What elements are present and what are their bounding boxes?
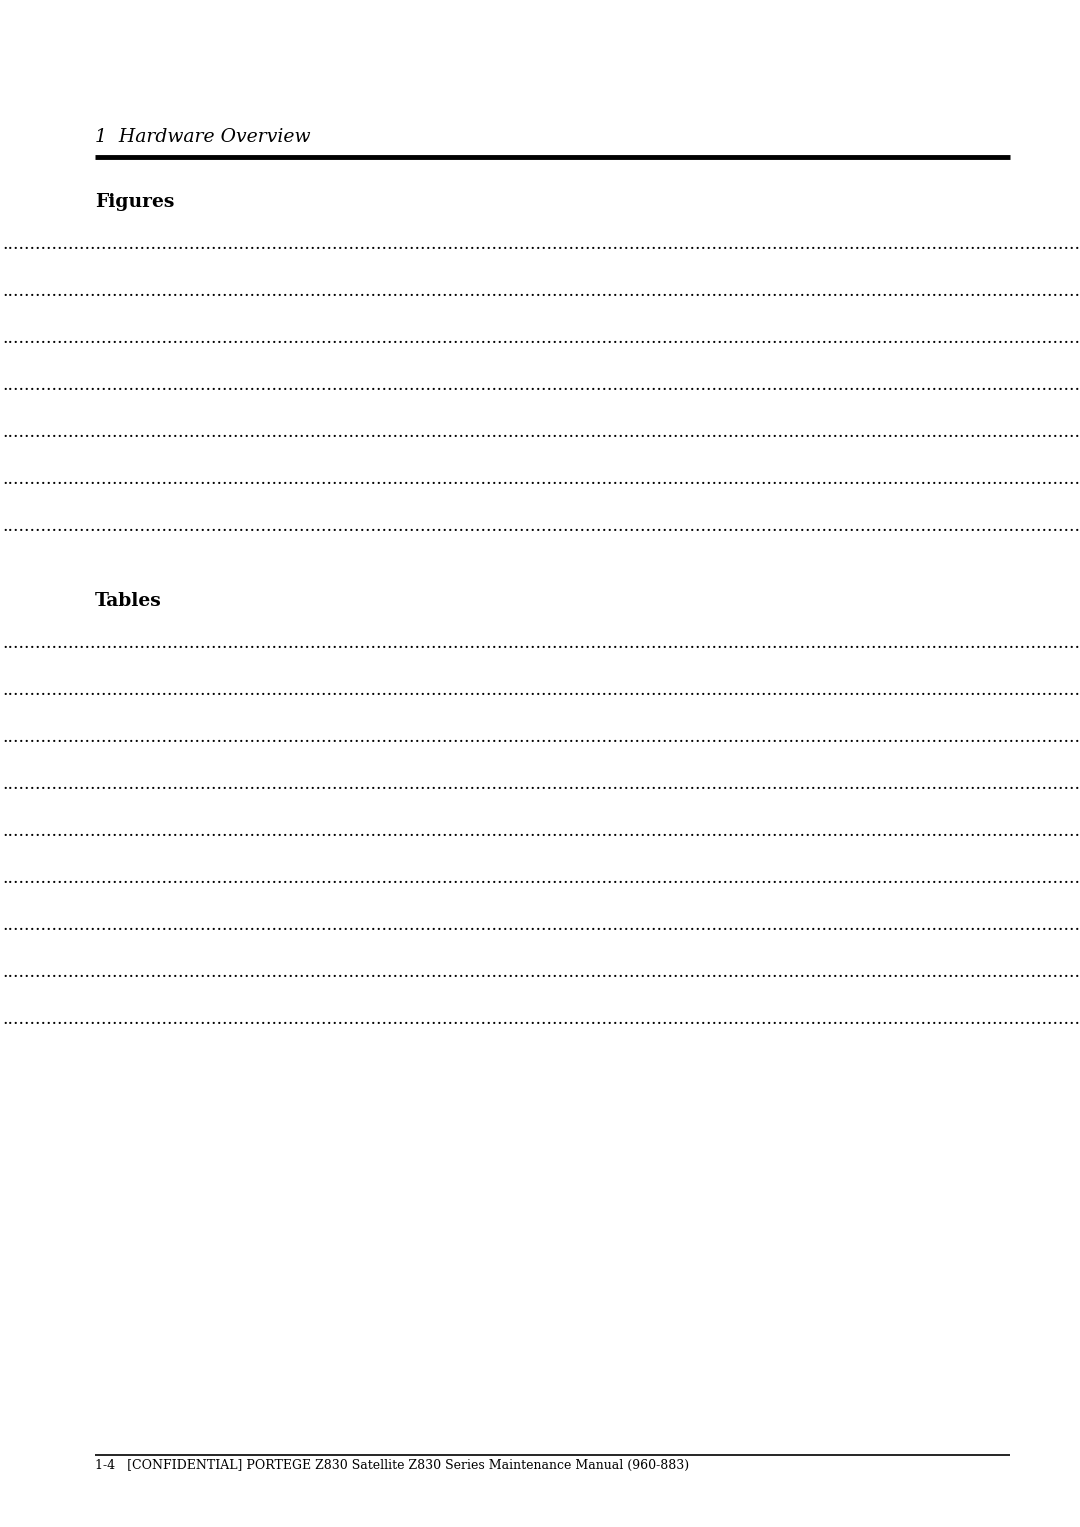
Text: Figure 1-2  System unit configurations: Figure 1-2 System unit configurations	[95, 282, 436, 299]
Text: Table 1-9  AC adapter specifications: Table 1-9 AC adapter specifications	[95, 1011, 414, 1028]
Text: 16: 16	[988, 635, 1010, 652]
Text: 24: 24	[988, 918, 1010, 935]
Text: 25: 25	[988, 1011, 1010, 1028]
Text: 24: 24	[988, 964, 1010, 980]
Text: Table 1-8  RTC battery charging/data preservation time: Table 1-8 RTC battery charging/data pres…	[95, 964, 590, 980]
Text: Table 1-5  Battery specifications: Table 1-5 Battery specifications	[95, 823, 384, 840]
Text: 10: 10	[988, 282, 1010, 299]
Text: Figures: Figures	[95, 192, 174, 211]
Text: 22: 22	[988, 823, 1010, 840]
Text: ................................................................................: ........................................…	[2, 237, 1080, 253]
Text: 18: 18	[988, 470, 1010, 489]
Text: Figure 1-4  3.5-inch FDD (USB External): Figure 1-4 3.5-inch FDD (USB External)	[95, 377, 454, 394]
Text: 9: 9	[999, 237, 1010, 253]
Text: ................................................................................: ........................................…	[2, 823, 1080, 840]
Text: Figure 1- 5  mSATA SSD: Figure 1- 5 mSATA SSD	[95, 425, 315, 441]
Text: Figure 1-1  Front of the computer: Figure 1-1 Front of the computer	[95, 237, 393, 253]
Text: Table 1-1  3.5-inch FDD specifications: Table 1-1 3.5-inch FDD specifications	[95, 635, 430, 652]
Text: Table 1-7  Data preservation time: Table 1-7 Data preservation time	[95, 918, 390, 935]
Text: ................................................................................: ........................................…	[2, 330, 1080, 347]
Text: Figure 1-3  System unit block diagram: Figure 1-3 System unit block diagram	[95, 330, 434, 347]
Text: 1-4   [CONFIDENTIAL] PORTEGE Z830 Satellite Z830 Series Maintenance Manual (960-: 1-4 [CONFIDENTIAL] PORTEGE Z830 Satellit…	[95, 1458, 689, 1472]
Text: ................................................................................: ........................................…	[2, 518, 1080, 534]
Text: ................................................................................: ........................................…	[2, 282, 1080, 299]
Text: ................................................................................: ........................................…	[2, 964, 1080, 980]
Text: 11: 11	[988, 330, 1010, 347]
Text: ................................................................................: ........................................…	[2, 377, 1080, 394]
Text: ................................................................................: ........................................…	[2, 870, 1080, 887]
Text: 1  Hardware Overview: 1 Hardware Overview	[95, 128, 311, 147]
Text: 17: 17	[988, 425, 1010, 441]
Text: Table 1-3  LCD module specifications: Table 1-3 LCD module specifications	[95, 728, 428, 747]
Text: ................................................................................: ........................................…	[2, 683, 1080, 699]
Text: 23: 23	[988, 870, 1010, 887]
Text: ................................................................................: ........................................…	[2, 635, 1080, 652]
Text: Table 1-6  Time required for charges: Table 1-6 Time required for charges	[95, 870, 424, 887]
Text: 19: 19	[988, 728, 1010, 747]
Text: ................................................................................: ........................................…	[2, 776, 1080, 793]
Text: Table 1-2   mSATA SSD specifications: Table 1-2 mSATA SSD specifications	[95, 683, 431, 699]
Text: Tables: Tables	[95, 592, 162, 609]
Text: 21: 21	[988, 776, 1010, 793]
Text: Figure 1- 6  Keyboard: Figure 1- 6 Keyboard	[95, 470, 293, 489]
Text: Table 1-4  Power supply output rating: Table 1-4 Power supply output rating	[95, 776, 427, 793]
Text: ................................................................................: ........................................…	[2, 1011, 1080, 1028]
Text: 19: 19	[988, 518, 1010, 534]
Text: Figure 1- 7  LCD module: Figure 1- 7 LCD module	[95, 518, 313, 534]
Text: ................................................................................: ........................................…	[2, 425, 1080, 441]
Text: ................................................................................: ........................................…	[2, 728, 1080, 747]
Text: 17: 17	[988, 683, 1010, 699]
Text: ................................................................................: ........................................…	[2, 470, 1080, 489]
Text: 16: 16	[988, 377, 1010, 394]
Text: ................................................................................: ........................................…	[2, 918, 1080, 935]
